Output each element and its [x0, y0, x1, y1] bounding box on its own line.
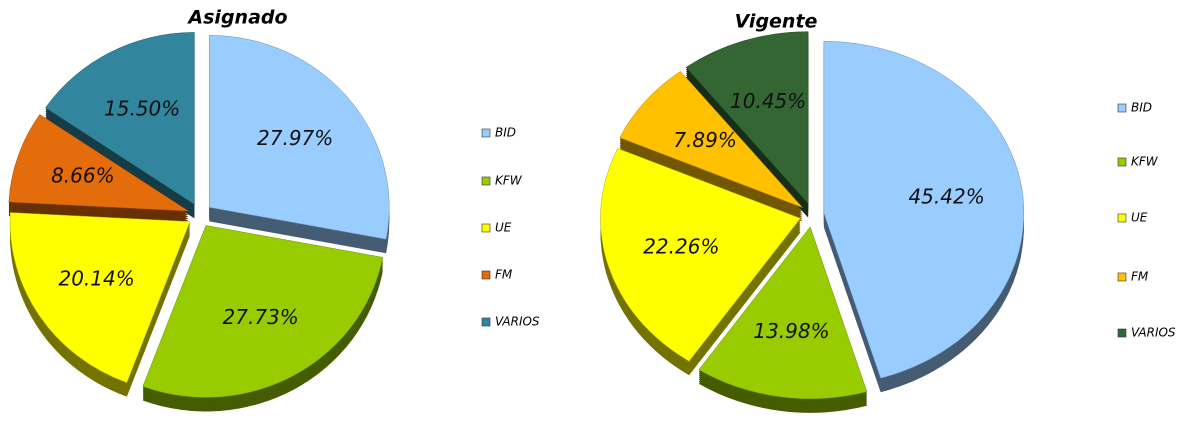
data-label: 13.98%: [753, 319, 829, 343]
legend-swatch: [1117, 328, 1127, 338]
data-label: 22.26%: [643, 234, 719, 258]
legend-label: UE: [1131, 211, 1148, 225]
slice: [619, 71, 803, 208]
legend-swatch: [1117, 213, 1127, 223]
data-label: 27.97%: [257, 126, 333, 150]
slice: [600, 148, 801, 362]
data-label: 27.73%: [223, 305, 299, 329]
legend-label: BID: [1131, 101, 1152, 115]
legend-swatch: [481, 270, 491, 280]
legend-swatch: [1117, 157, 1127, 167]
data-label: 15.50%: [104, 97, 180, 121]
legend-label: FM: [1131, 270, 1149, 284]
legend-swatch: [481, 176, 491, 186]
legend-swatch: [1117, 272, 1127, 282]
legend-label: VARIOS: [1131, 326, 1176, 340]
legend-label: KFW: [1131, 155, 1159, 169]
slice: [8, 114, 190, 212]
legend-label: KFW: [495, 174, 523, 188]
legend-swatch: [1117, 103, 1127, 113]
legend-label: BID: [495, 126, 516, 140]
data-label: 10.45%: [730, 89, 806, 113]
slice: [9, 212, 191, 383]
legend-label: UE: [495, 221, 512, 235]
data-label: 7.89%: [673, 128, 737, 152]
legend-swatch: [481, 317, 491, 327]
slice: [685, 31, 809, 205]
legend-swatch: [481, 128, 491, 138]
slice: [208, 35, 390, 240]
data-label: 45.42%: [908, 184, 984, 208]
legend-swatch: [481, 223, 491, 233]
legend-label: FM: [495, 268, 513, 282]
slice: [823, 41, 1025, 379]
data-label: 8.66%: [51, 164, 115, 188]
legend-label: VARIOS: [495, 315, 540, 329]
slice: [45, 32, 195, 205]
slice: [698, 226, 868, 400]
chart-title: Vigente: [735, 11, 818, 33]
chart-title: Asignado: [186, 7, 287, 29]
data-label: 20.14%: [58, 267, 134, 291]
slice: [142, 225, 384, 398]
